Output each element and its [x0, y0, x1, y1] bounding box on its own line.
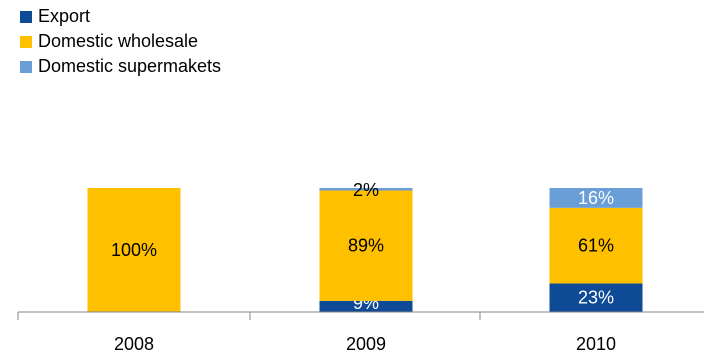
x-tick-label-2009: 2009	[346, 334, 386, 354]
data-label-domestic-supermakets-2009: 2%	[353, 180, 379, 200]
bar-domestic-wholesale-2009	[319, 190, 413, 301]
bar-domestic-supermakets-2009	[319, 188, 413, 191]
legend-item-export: Export	[20, 4, 221, 29]
chart-legend: Export Domestic wholesale Domestic super…	[20, 4, 221, 79]
bar-export-2009	[319, 300, 413, 312]
legend-swatch-domestic-wholesale	[20, 35, 32, 48]
legend-item-domestic-supermakets: Domestic supermakets	[20, 54, 221, 79]
data-label-domestic-wholesale-2008: 100%	[111, 240, 157, 260]
legend-swatch-export	[20, 10, 32, 23]
legend-item-domestic-wholesale: Domestic wholesale	[20, 29, 221, 54]
bar-domestic-wholesale-2008	[87, 188, 181, 312]
bar-export-2010	[549, 283, 643, 312]
legend-label-domestic-wholesale: Domestic wholesale	[38, 31, 199, 51]
legend-swatch-domestic-supermakets	[20, 60, 32, 73]
x-tick-label-2008: 2008	[114, 334, 154, 354]
legend-label-domestic-supermakets: Domestic supermakets	[38, 56, 222, 76]
data-label-domestic-wholesale-2010: 61%	[578, 236, 614, 256]
data-label-domestic-wholesale-2009: 89%	[348, 236, 384, 256]
legend-label-export: Export	[38, 6, 91, 26]
bar-domestic-supermakets-2010	[549, 188, 643, 208]
data-label-export-2010: 23%	[578, 288, 614, 308]
bar-domestic-wholesale-2010	[549, 207, 643, 284]
data-label-domestic-supermakets-2010: 16%	[578, 188, 614, 208]
x-tick-label-2010: 2010	[576, 334, 616, 354]
